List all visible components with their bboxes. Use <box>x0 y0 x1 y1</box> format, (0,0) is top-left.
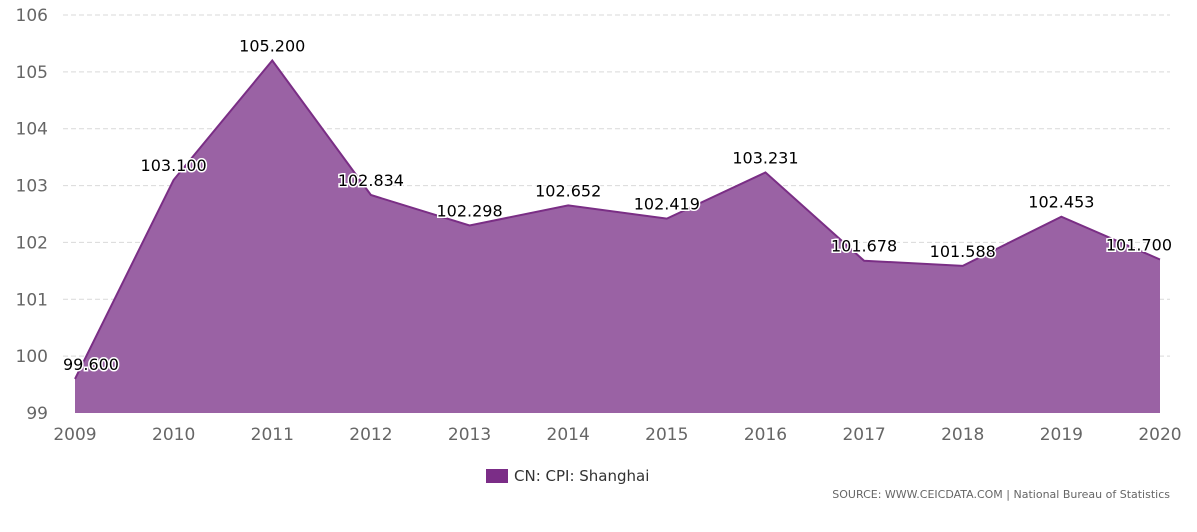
data-label: 102.298 <box>436 201 502 220</box>
source-separator: | <box>1002 488 1014 501</box>
data-label: 101.588 <box>930 242 996 261</box>
data-label: 101.700 <box>1106 235 1172 254</box>
y-tick-label: 105 <box>16 63 48 83</box>
x-tick-label: 2014 <box>547 425 590 445</box>
x-tick-label: 2018 <box>941 425 984 445</box>
data-label: 99.600 <box>63 355 119 374</box>
x-axis-ticks: 2009 2010 2011 2012 2013 2014 2015 2016 2017 2018… <box>53 425 1181 445</box>
y-tick-label: 101 <box>16 290 48 310</box>
data-label: 103.100 <box>141 156 207 175</box>
source-prefix: SOURCE: WWW.CEICDATA.COM <box>832 488 1003 501</box>
data-label: 102.834 <box>338 171 404 190</box>
data-label: 105.200 <box>239 36 305 55</box>
legend-swatch <box>486 469 508 483</box>
y-tick-label: 100 <box>16 347 48 367</box>
area-fill <box>75 60 1160 413</box>
source-org: National Bureau of Statistics <box>1013 488 1171 501</box>
series-area <box>74 58 1161 413</box>
data-label: 102.453 <box>1028 193 1094 212</box>
data-label: 101.678 <box>831 237 897 256</box>
y-tick-label: 102 <box>16 233 48 253</box>
x-tick-label: 2012 <box>349 425 392 445</box>
source-note: SOURCE: WWW.CEICDATA.COM | National Bure… <box>832 488 1170 501</box>
x-tick-label: 2019 <box>1040 425 1083 445</box>
x-tick-label: 2013 <box>448 425 491 445</box>
y-tick-label: 103 <box>16 177 48 197</box>
x-tick-label: 2009 <box>53 425 96 445</box>
y-tick-label: 106 <box>16 6 48 26</box>
x-tick-label: 2015 <box>645 425 688 445</box>
data-label: 102.419 <box>634 195 700 214</box>
x-tick-label: 2016 <box>744 425 787 445</box>
x-tick-label: 2020 <box>1138 425 1181 445</box>
y-tick-label: 99 <box>26 404 48 424</box>
x-tick-label: 2010 <box>152 425 195 445</box>
series-line <box>74 58 1161 380</box>
x-tick-label: 2017 <box>842 425 885 445</box>
y-axis-ticks: 99 100 101 102 103 104 105 106 <box>16 6 48 424</box>
x-tick-label: 2011 <box>251 425 294 445</box>
legend-label: CN: CPI: Shanghai <box>514 467 650 485</box>
data-label: 102.652 <box>535 181 601 200</box>
legend[interactable]: CN: CPI: Shanghai <box>486 466 649 486</box>
data-label: 103.231 <box>732 148 798 167</box>
y-tick-label: 104 <box>16 120 48 140</box>
data-labels: 99.600 103.100 105.200 102.834 102.298 102.65… <box>62 35 1174 375</box>
